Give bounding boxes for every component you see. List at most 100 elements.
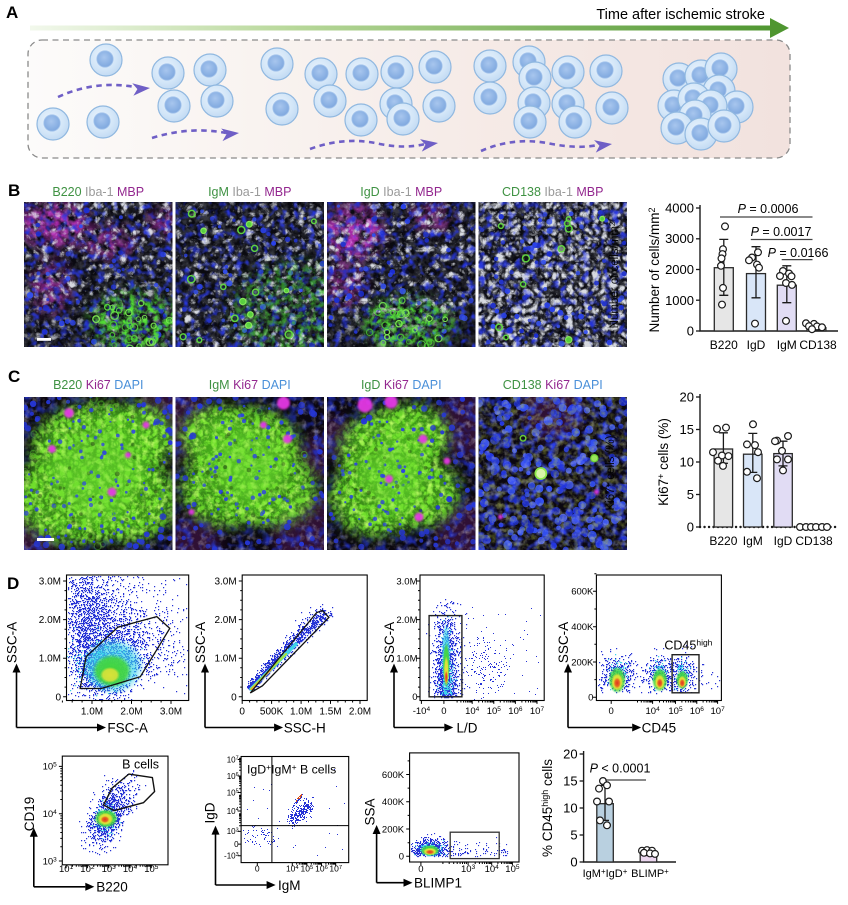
svg-text:3.0M: 3.0M bbox=[396, 576, 417, 587]
svg-text:107: 107 bbox=[530, 706, 545, 717]
svg-text:104: 104 bbox=[645, 706, 660, 717]
svg-text:1000: 1000 bbox=[665, 293, 694, 308]
svg-text:106: 106 bbox=[315, 864, 328, 874]
svg-text:200K: 200K bbox=[571, 657, 594, 668]
svg-text:400K: 400K bbox=[382, 797, 405, 808]
svg-text:10: 10 bbox=[680, 455, 694, 470]
svg-text:103: 103 bbox=[43, 856, 58, 867]
svg-text:SSC-A: SSC-A bbox=[382, 622, 397, 663]
svg-text:SSC-A: SSC-A bbox=[193, 622, 208, 663]
svg-text:IgM: IgM bbox=[278, 878, 301, 893]
svg-text:3000: 3000 bbox=[665, 231, 694, 246]
svg-text:101: 101 bbox=[59, 864, 74, 875]
svg-text:106: 106 bbox=[227, 772, 239, 781]
svg-text:106: 106 bbox=[690, 706, 705, 717]
svg-text:105: 105 bbox=[505, 864, 520, 875]
svg-text:4000: 4000 bbox=[665, 201, 694, 216]
svg-text:1.0M: 1.0M bbox=[214, 654, 236, 665]
svg-text:2.0M: 2.0M bbox=[396, 615, 417, 626]
svg-text:5: 5 bbox=[687, 487, 694, 502]
svg-text:0: 0 bbox=[55, 692, 61, 703]
svg-text:P = 0.0006: P = 0.0006 bbox=[738, 202, 799, 216]
svg-text:103: 103 bbox=[102, 864, 117, 875]
svg-text:CD138 Iba-1 MBP: CD138 Iba-1 MBP bbox=[502, 185, 603, 199]
svg-text:2.0M: 2.0M bbox=[120, 707, 142, 718]
svg-text:B220: B220 bbox=[710, 338, 738, 352]
svg-text:0: 0 bbox=[255, 864, 260, 874]
svg-text:107: 107 bbox=[710, 706, 725, 717]
svg-text:% CD45high cells: % CD45high cells bbox=[540, 759, 555, 857]
svg-text:C: C bbox=[8, 367, 20, 386]
svg-text:L/D: L/D bbox=[456, 720, 477, 735]
svg-text:600K: 600K bbox=[382, 770, 405, 781]
svg-text:500K: 500K bbox=[260, 707, 284, 718]
svg-text:105: 105 bbox=[43, 762, 58, 773]
svg-text:104: 104 bbox=[227, 807, 239, 816]
svg-text:IgM: IgM bbox=[743, 534, 763, 548]
svg-text:104: 104 bbox=[286, 864, 299, 874]
svg-text:P = 0.0166: P = 0.0166 bbox=[768, 246, 829, 260]
svg-text:CD19: CD19 bbox=[22, 797, 37, 832]
svg-text:15: 15 bbox=[680, 422, 694, 437]
svg-text:2000: 2000 bbox=[665, 262, 694, 277]
svg-text:B220: B220 bbox=[96, 880, 128, 895]
svg-text:IgD: IgD bbox=[747, 338, 766, 352]
svg-text:B220: B220 bbox=[709, 534, 737, 548]
svg-text:A: A bbox=[6, 3, 18, 22]
svg-text:3.0M: 3.0M bbox=[39, 577, 61, 588]
svg-text:104: 104 bbox=[465, 706, 480, 717]
svg-text:1.0M: 1.0M bbox=[39, 654, 61, 665]
svg-text:Number of cells/mm2: Number of cells/mm2 bbox=[608, 221, 621, 328]
svg-text:0: 0 bbox=[234, 840, 239, 849]
svg-text:1.0M: 1.0M bbox=[290, 707, 312, 718]
svg-text:SSC-A: SSC-A bbox=[556, 622, 571, 663]
svg-text:0: 0 bbox=[687, 520, 694, 535]
svg-text:20: 20 bbox=[680, 390, 694, 405]
svg-text:IgM Iba-1 MBP: IgM Iba-1 MBP bbox=[208, 185, 291, 199]
svg-text:P = 0.0017: P = 0.0017 bbox=[751, 225, 812, 239]
svg-text:Number of cells/mm2: Number of cells/mm2 bbox=[647, 207, 662, 332]
svg-text:SSA: SSA bbox=[363, 798, 378, 825]
svg-text:-104: -104 bbox=[413, 706, 431, 717]
svg-text:0: 0 bbox=[687, 324, 694, 339]
svg-text:105: 105 bbox=[227, 788, 239, 797]
svg-text:BLIMP1: BLIMP1 bbox=[414, 876, 462, 891]
svg-text:107: 107 bbox=[329, 864, 342, 874]
svg-text:104: 104 bbox=[43, 809, 58, 820]
svg-text:2.0M: 2.0M bbox=[39, 615, 61, 626]
svg-text:105: 105 bbox=[144, 864, 159, 875]
svg-text:IgM: IgM bbox=[777, 338, 797, 352]
svg-text:CD45: CD45 bbox=[642, 720, 677, 735]
svg-text:0: 0 bbox=[570, 855, 577, 870]
svg-text:15: 15 bbox=[563, 774, 577, 789]
svg-text:0: 0 bbox=[418, 864, 423, 875]
svg-text:400K: 400K bbox=[571, 622, 594, 633]
svg-text:105: 105 bbox=[668, 706, 683, 717]
svg-text:2.0M: 2.0M bbox=[349, 707, 371, 718]
svg-text:FSC-A: FSC-A bbox=[107, 720, 148, 735]
svg-text:-103: -103 bbox=[224, 852, 239, 861]
svg-text:IgD: IgD bbox=[203, 802, 218, 823]
svg-text:B220 Iba-1 MBP: B220 Iba-1 MBP bbox=[52, 185, 144, 199]
svg-text:CD138: CD138 bbox=[799, 338, 837, 352]
svg-text:20: 20 bbox=[563, 747, 577, 762]
svg-text:102: 102 bbox=[80, 864, 95, 875]
svg-text:3.0M: 3.0M bbox=[160, 707, 182, 718]
svg-text:B: B bbox=[8, 181, 20, 200]
svg-text:105: 105 bbox=[301, 864, 314, 874]
svg-text:0: 0 bbox=[441, 706, 446, 717]
svg-text:IgD: IgD bbox=[774, 534, 793, 548]
svg-text:103: 103 bbox=[227, 827, 239, 836]
svg-text:1.5M: 1.5M bbox=[319, 707, 341, 718]
svg-text:106: 106 bbox=[508, 706, 523, 717]
svg-text:Time after ischemic stroke: Time after ischemic stroke bbox=[596, 7, 765, 23]
svg-text:IgD Ki67 DAPI: IgD Ki67 DAPI bbox=[361, 378, 442, 392]
svg-text:0: 0 bbox=[239, 707, 245, 718]
svg-text:0: 0 bbox=[231, 692, 237, 703]
svg-text:105: 105 bbox=[487, 706, 502, 717]
svg-text:CD138: CD138 bbox=[795, 534, 833, 548]
svg-text:600K: 600K bbox=[571, 587, 594, 598]
svg-text:D: D bbox=[7, 574, 19, 593]
svg-text:Ki67+ cells (%): Ki67+ cells (%) bbox=[604, 435, 617, 510]
svg-text:CD138 Ki67 DAPI: CD138 Ki67 DAPI bbox=[503, 378, 603, 392]
